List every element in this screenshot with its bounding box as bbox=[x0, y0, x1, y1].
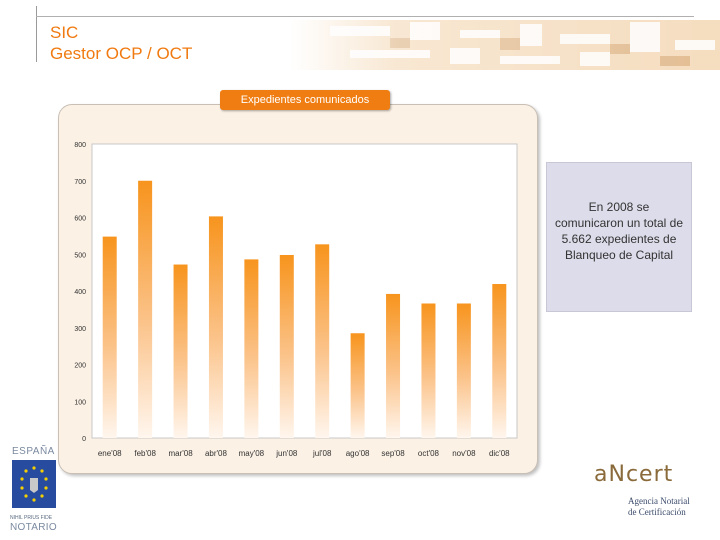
bar-ene'08 bbox=[102, 236, 117, 438]
ancert-logo-name: aNcert bbox=[594, 462, 674, 487]
bars bbox=[102, 180, 507, 438]
y-tick-label: 200 bbox=[74, 363, 86, 370]
y-tick-label: 0 bbox=[82, 436, 86, 443]
logo-left-top-text: ESPAÑA bbox=[12, 446, 55, 457]
bar-jun'08 bbox=[279, 254, 294, 438]
bar-mar'08 bbox=[173, 264, 188, 438]
x-tick-label: jul'08 bbox=[312, 449, 332, 458]
summary-note: En 2008 se comunicaron un total de 5.662… bbox=[546, 162, 692, 312]
y-axis-ticks: 0 100 200 300 400 500 600 700 800 bbox=[74, 142, 86, 443]
ancert-logo: aNcert Agencia Notarial de Certificación bbox=[594, 462, 714, 522]
eu-stars-flag-icon bbox=[12, 460, 56, 508]
x-tick-label: dic'08 bbox=[489, 449, 510, 458]
x-tick-label: jun'08 bbox=[275, 449, 298, 458]
bar-may'08 bbox=[244, 259, 259, 438]
y-tick-label: 700 bbox=[74, 179, 86, 186]
bar-feb'08 bbox=[138, 180, 153, 438]
x-tick-label: abr'08 bbox=[205, 449, 228, 458]
bar-ago'08 bbox=[350, 333, 365, 438]
y-tick-label: 300 bbox=[74, 326, 86, 333]
bar-oct'08 bbox=[421, 303, 436, 438]
x-tick-label: sep'08 bbox=[381, 449, 405, 458]
page-title-line1: SIC bbox=[50, 23, 79, 42]
x-tick-label: mar'08 bbox=[168, 449, 193, 458]
x-tick-label: may'08 bbox=[239, 449, 265, 458]
espana-notario-logo: ESPAÑA NIHIL PRIUS FIDE NOTARIO bbox=[8, 446, 60, 536]
bar-abr'08 bbox=[208, 216, 223, 438]
x-tick-label: oct'08 bbox=[418, 449, 440, 458]
bar-sep'08 bbox=[386, 293, 401, 438]
chart-title: Expedientes comunicados bbox=[220, 90, 390, 110]
x-tick-label: ene'08 bbox=[98, 449, 122, 458]
bar-dic'08 bbox=[492, 284, 507, 438]
header-horizontal-rule bbox=[36, 16, 694, 17]
plot-area bbox=[91, 143, 518, 439]
x-tick-label: ago'08 bbox=[346, 449, 370, 458]
header-banner-decoration bbox=[290, 20, 720, 70]
y-tick-label: 400 bbox=[74, 289, 86, 296]
bar-jul'08 bbox=[315, 244, 330, 438]
page-title-line2: Gestor OCP / OCT bbox=[50, 44, 193, 63]
ancert-logo-line2: de Certificación bbox=[628, 507, 686, 517]
ancert-logo-line1: Agencia Notarial bbox=[628, 496, 690, 506]
page-title: SIC Gestor OCP / OCT bbox=[50, 22, 192, 64]
logo-left-bottom-text: NOTARIO bbox=[10, 522, 57, 533]
y-tick-label: 600 bbox=[74, 216, 86, 223]
y-tick-label: 100 bbox=[74, 399, 86, 406]
header-vertical-rule bbox=[36, 6, 37, 62]
x-tick-label: nov'08 bbox=[452, 449, 476, 458]
x-axis-ticks: ene'08 feb'08 mar'08 abr'08 may'08 jun'08 jul'… bbox=[98, 449, 510, 458]
bar-nov'08 bbox=[456, 303, 471, 438]
summary-note-text: En 2008 se comunicaron un total de 5.662… bbox=[554, 200, 684, 262]
y-tick-label: 800 bbox=[74, 142, 86, 149]
y-tick-label: 500 bbox=[74, 252, 86, 259]
x-tick-label: feb'08 bbox=[134, 449, 156, 458]
logo-left-motto: NIHIL PRIUS FIDE bbox=[10, 515, 53, 521]
